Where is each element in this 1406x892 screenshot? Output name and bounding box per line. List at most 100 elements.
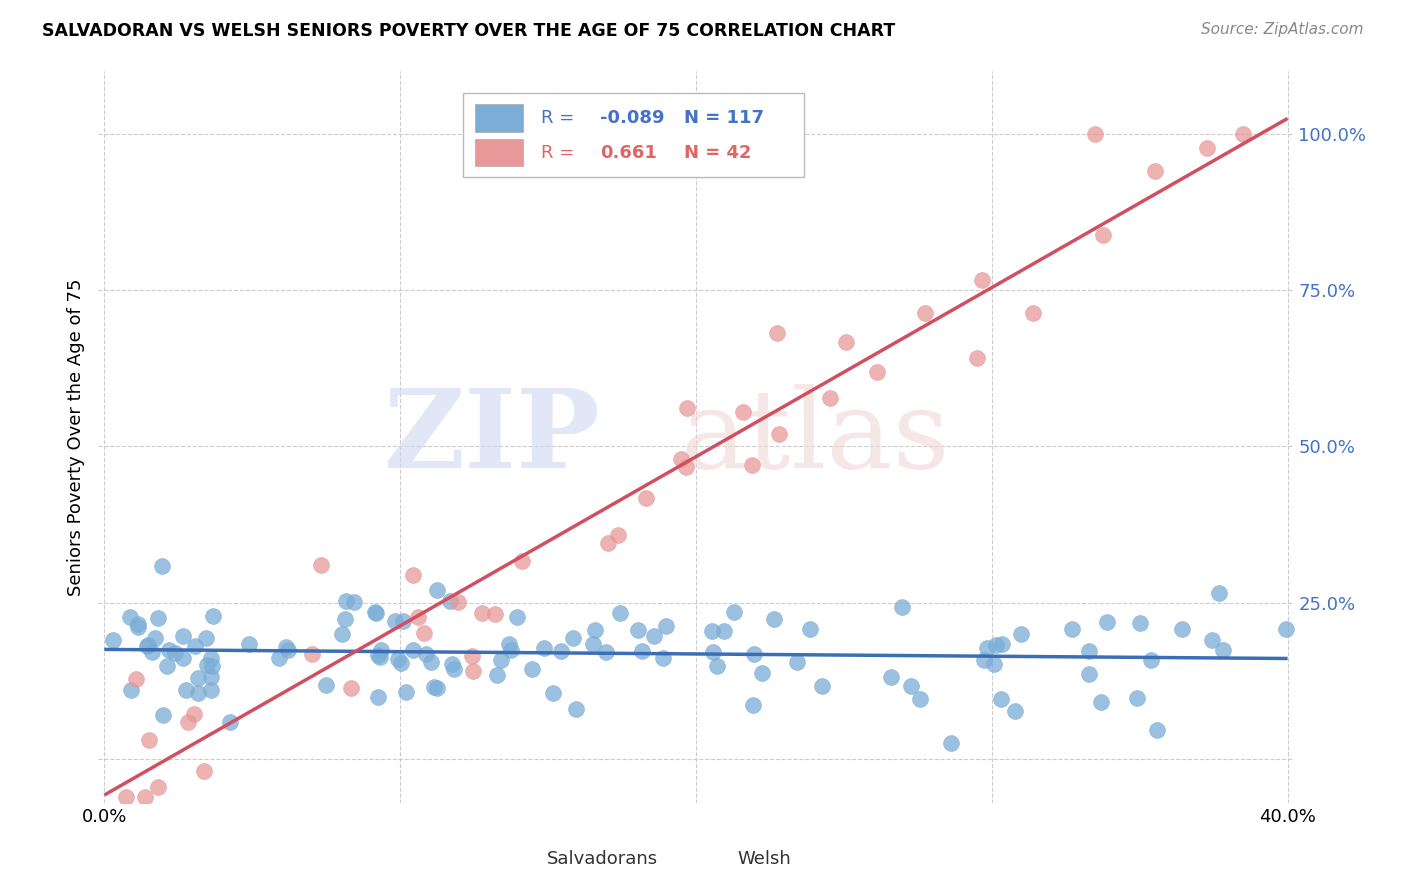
Point [277,643,299,657]
Point [1126,690,1149,705]
Point [1208,586,1230,600]
Point [471,607,494,621]
Point [134,789,156,804]
Point [463,665,485,679]
Point [125,672,148,686]
Point [900,679,922,693]
FancyBboxPatch shape [463,94,804,178]
Point [582,637,605,651]
Point [1060,622,1083,636]
Point [135,639,157,653]
Point [340,681,363,695]
Point [498,637,520,651]
Point [330,627,353,641]
Point [395,685,418,699]
Point [491,652,513,666]
Point [200,651,222,665]
Point [810,679,832,693]
Point [972,273,994,287]
Point [636,491,658,505]
Point [446,595,468,609]
Point [219,715,242,730]
Text: N = 117: N = 117 [685,109,763,128]
Point [986,638,1008,652]
Y-axis label: Seniors Poverty Over the Age of 75: Seniors Poverty Over the Age of 75 [66,278,84,596]
Point [120,609,142,624]
Point [343,595,366,609]
Point [333,612,356,626]
Text: Source: ZipAtlas.com: Source: ZipAtlas.com [1201,22,1364,37]
Point [422,680,444,694]
FancyBboxPatch shape [475,138,523,167]
Point [1022,306,1045,320]
Point [439,594,461,608]
Point [148,780,170,794]
Point [765,326,787,340]
Point [976,641,998,656]
Point [419,655,441,669]
Point [276,640,298,655]
Point [655,618,678,632]
Point [193,764,215,778]
Point [939,736,962,750]
Point [1139,653,1161,667]
Point [101,633,124,648]
Point [127,617,149,632]
Point [799,623,821,637]
Text: SALVADORAN VS WELSH SENIORS POVERTY OVER THE AGE OF 75 CORRELATION CHART: SALVADORAN VS WELSH SENIORS POVERTY OVER… [42,22,896,40]
Point [669,452,692,467]
Text: ZIP: ZIP [384,384,600,491]
Point [202,609,225,624]
Point [301,647,323,661]
Point [150,558,173,573]
Point [127,620,149,634]
Point [1146,723,1168,737]
Point [367,690,389,704]
Point [1010,626,1032,640]
Point [440,657,463,671]
Point [1195,141,1218,155]
Point [742,647,765,661]
Point [541,685,564,699]
Point [177,714,200,729]
Point [1129,615,1152,630]
Point [165,646,187,660]
Point [415,648,437,662]
Point [627,624,650,638]
Point [141,645,163,659]
Point [114,789,136,804]
Point [370,643,392,657]
Point [565,702,588,716]
Point [315,678,337,692]
Point [367,648,389,662]
Point [384,615,406,629]
FancyBboxPatch shape [499,830,534,848]
Point [1201,632,1223,647]
Point [598,536,620,550]
FancyBboxPatch shape [475,104,523,132]
Point [1274,623,1296,637]
Point [966,351,988,366]
Point [643,629,665,643]
Point [1078,666,1101,681]
Point [991,637,1014,651]
Point [1004,704,1026,718]
Point [1232,127,1254,141]
Point [138,732,160,747]
Point [866,366,889,380]
Point [818,391,841,405]
Point [731,405,754,419]
Text: Salvadorans: Salvadorans [547,850,658,868]
Point [1143,163,1166,178]
Point [607,528,630,542]
Point [501,642,523,657]
Point [238,637,260,651]
Point [1171,622,1194,636]
Point [835,335,858,350]
Point [200,683,222,698]
Point [183,640,205,654]
Point [136,638,159,652]
Point [443,662,465,676]
Point [152,707,174,722]
Point [120,682,142,697]
